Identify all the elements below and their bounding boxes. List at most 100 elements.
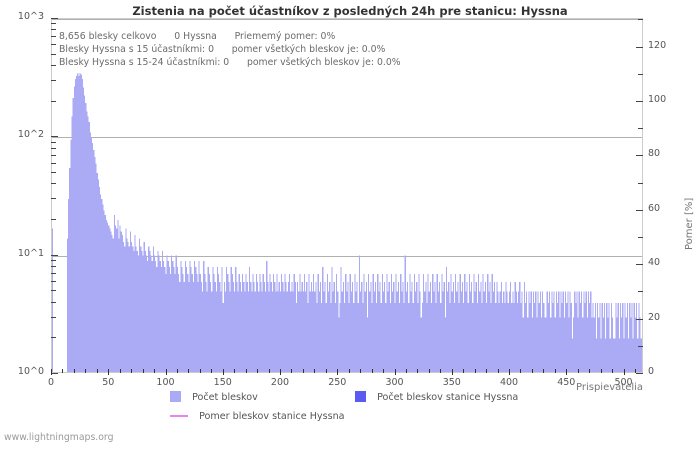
x-tick bbox=[337, 369, 338, 375]
annotation-line-1: 8,656 blesky celkovo 0 Hyssna Priememý p… bbox=[59, 31, 336, 42]
y-tick-right bbox=[636, 101, 643, 102]
x-tick bbox=[51, 369, 52, 375]
y-tick-left-minor bbox=[51, 183, 56, 184]
x-tick-minor bbox=[269, 369, 270, 373]
y-tick-right bbox=[636, 47, 643, 48]
y-tick-label-right: 40 bbox=[648, 257, 661, 269]
y-tick-left-minor bbox=[51, 101, 56, 102]
x-tick bbox=[624, 369, 625, 375]
y-axis-title-left: Počet bbox=[0, 167, 3, 195]
x-tick-minor bbox=[532, 369, 533, 373]
y-tick-left-minor bbox=[51, 266, 56, 267]
x-tick-minor bbox=[234, 369, 235, 373]
x-tick bbox=[223, 369, 224, 375]
x-tick-minor bbox=[635, 369, 636, 373]
x-tick-label: 300 bbox=[385, 377, 404, 388]
y-tick-right bbox=[636, 319, 643, 320]
y-tick-label-right: 120 bbox=[648, 39, 667, 51]
x-tick-minor bbox=[85, 369, 86, 373]
legend-item-pocet-bleskov[interactable]: Počet bleskov bbox=[170, 391, 258, 404]
x-tick-minor bbox=[246, 369, 247, 373]
x-tick-minor bbox=[589, 369, 590, 373]
x-tick-minor bbox=[326, 369, 327, 373]
gridline bbox=[52, 19, 642, 20]
x-tick-minor bbox=[62, 369, 63, 373]
y-tick-right-minor bbox=[638, 128, 643, 129]
x-tick-minor bbox=[120, 369, 121, 373]
x-tick-minor bbox=[257, 369, 258, 373]
x-tick-minor bbox=[555, 369, 556, 373]
x-tick-label: 500 bbox=[614, 377, 633, 388]
y-tick-label-right: 100 bbox=[648, 93, 667, 105]
legend-swatch-pocet-bleskov bbox=[170, 391, 181, 402]
legend-label-pocet-bleskov-stanice: Počet bleskov stanice Hyssna bbox=[377, 392, 519, 403]
x-tick-minor bbox=[601, 369, 602, 373]
legend-item-pomer-bleskov-stanice[interactable]: Pomer bleskov stanice Hyssna bbox=[170, 411, 345, 423]
legend-label-pocet-bleskov: Počet bleskov bbox=[192, 392, 258, 403]
y-tick-left bbox=[51, 136, 58, 137]
legend-item-pocet-bleskov-stanice[interactable]: Počet bleskov stanice Hyssna bbox=[355, 391, 518, 404]
y-tick-left-minor bbox=[51, 281, 56, 282]
x-tick-minor bbox=[131, 369, 132, 373]
y-tick-left-minor bbox=[51, 198, 56, 199]
y-tick-label-left: 10^1 bbox=[17, 247, 44, 259]
x-axis-title: Prispievatelia bbox=[576, 382, 644, 393]
x-tick-minor bbox=[417, 369, 418, 373]
y-tick-left-minor bbox=[51, 219, 56, 220]
x-tick-minor bbox=[211, 369, 212, 373]
y-tick-left bbox=[51, 18, 58, 19]
y-tick-left-minor bbox=[51, 290, 56, 291]
x-tick bbox=[452, 369, 453, 375]
x-tick bbox=[395, 369, 396, 375]
x-tick-minor bbox=[578, 369, 579, 373]
x-tick-minor bbox=[486, 369, 487, 373]
y-tick-left-minor bbox=[51, 80, 56, 81]
x-tick-minor bbox=[74, 369, 75, 373]
x-tick bbox=[108, 369, 109, 375]
y-tick-left-minor bbox=[51, 142, 56, 143]
x-tick-minor bbox=[303, 369, 304, 373]
y-tick-right-minor bbox=[638, 291, 643, 292]
y-tick-left-minor bbox=[51, 23, 56, 24]
y-tick-left-minor bbox=[51, 273, 56, 274]
y-tick-left bbox=[51, 373, 58, 374]
x-tick-minor bbox=[200, 369, 201, 373]
y-tick-left-minor bbox=[51, 36, 56, 37]
y-tick-left-minor bbox=[51, 65, 56, 66]
y-tick-right-minor bbox=[638, 74, 643, 75]
x-tick bbox=[280, 369, 281, 375]
x-tick-minor bbox=[429, 369, 430, 373]
x-tick-minor bbox=[475, 369, 476, 373]
x-tick-minor bbox=[612, 369, 613, 373]
x-tick-minor bbox=[463, 369, 464, 373]
x-tick-label: 200 bbox=[270, 377, 290, 388]
y-tick-left bbox=[51, 255, 58, 256]
x-tick-minor bbox=[440, 369, 441, 373]
annotation-line-3: Blesky Hyssna s 15-24 účastníkmi: 0 pome… bbox=[59, 57, 401, 68]
y-tick-left-minor bbox=[51, 260, 56, 261]
x-tick-minor bbox=[543, 369, 544, 373]
y-tick-right bbox=[636, 373, 643, 374]
y-tick-left-minor bbox=[51, 302, 56, 303]
x-tick-minor bbox=[314, 369, 315, 373]
x-tick bbox=[166, 369, 167, 375]
x-tick-label: 400 bbox=[499, 377, 519, 388]
annotation-line-2: Blesky Hyssna s 15 účastníkmi: 0 pomer v… bbox=[59, 44, 386, 55]
y-tick-left-minor bbox=[51, 44, 56, 45]
y-tick-left-minor bbox=[51, 163, 56, 164]
y-tick-right bbox=[636, 210, 643, 211]
x-tick-label: 250 bbox=[328, 377, 347, 388]
x-tick bbox=[509, 369, 510, 375]
watermark: www.lightningmaps.org bbox=[4, 432, 114, 443]
y-tick-left-minor bbox=[51, 337, 56, 338]
x-tick-minor bbox=[520, 369, 521, 373]
x-tick-minor bbox=[498, 369, 499, 373]
legend-swatch-pocet-bleskov-stanice bbox=[355, 391, 366, 402]
plot-area bbox=[51, 18, 643, 373]
x-tick-label: 100 bbox=[156, 377, 175, 388]
y-tick-right-minor bbox=[638, 346, 643, 347]
x-tick-minor bbox=[143, 369, 144, 373]
y-tick-right bbox=[636, 264, 643, 265]
x-tick-minor bbox=[349, 369, 350, 373]
y-tick-right-minor bbox=[638, 183, 643, 184]
